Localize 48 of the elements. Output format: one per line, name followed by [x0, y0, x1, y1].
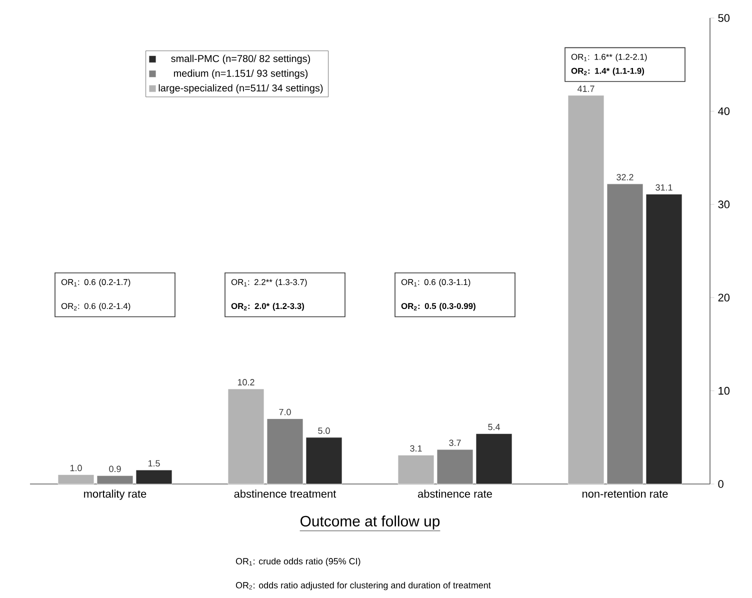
bar [136, 470, 172, 484]
legend-label: large-specialized (n=511/ 34 settings) [158, 84, 323, 94]
bar [646, 194, 682, 484]
y-tick-label: 20 [718, 294, 730, 302]
data-label: 41.7 [577, 86, 594, 92]
annotation: OR$_{1}$: 0.6 (0.2-1.7) [61, 278, 130, 287]
bar [96, 475, 134, 484]
data-label: 1.5 [148, 460, 160, 467]
y-tick-label: 30 [718, 200, 730, 208]
bar [606, 184, 644, 484]
bar [398, 454, 434, 484]
x-tick-label: abstinence rate [418, 490, 492, 498]
text: OR$_{2}$: 1.4* (1.1-1.9) [571, 68, 644, 76]
legend-label: medium (n=1.151/ 93 settings) [174, 70, 308, 79]
x-tick-label: mortality rate [84, 490, 146, 500]
data-label: 5.0 [318, 428, 330, 434]
text: OR$_{1}$: crude odds ratio (95% CI) [236, 558, 360, 566]
annotation: OR$_{2}$: 0.6 (0.2-1.4) [61, 302, 130, 311]
bar [436, 449, 474, 484]
text: OR$_{2}$: 2.0* (1.2-3.3) [231, 302, 304, 311]
bar [266, 418, 304, 484]
bar [58, 474, 94, 484]
x-axis-title: Outcome at follow up [300, 516, 440, 530]
data-label: 32.2 [616, 174, 634, 180]
x-tick-label: abstinence treatment [234, 490, 336, 498]
bar [228, 388, 264, 484]
annotation: OR$_{1}$: 0.6 (0.3-1.1) [401, 278, 470, 287]
text: OR$_{2}$: 0.5 (0.3-0.99) [401, 302, 476, 311]
data-label: 7.0 [279, 408, 291, 416]
annotation: OR$_{1}$: 1.6** (1.2-2.1) [571, 54, 647, 62]
y-tick-label: 0 [718, 480, 724, 488]
x-tick-label: non-retention rate [582, 490, 668, 498]
y-tick-label: 50 [718, 14, 730, 22]
data-label: 0.9 [109, 466, 121, 472]
data-label: 1.0 [70, 464, 82, 472]
y-tick-label: 40 [718, 107, 730, 116]
annotation: OR$_{1}$: 2.2** (1.3-3.7) [231, 278, 307, 287]
bar [568, 95, 604, 484]
data-label: 31.1 [656, 184, 672, 191]
data-label: 10.2 [238, 379, 254, 386]
text: OR$_{2}$: odds ratio adjusted for clustering and duration of treatment [236, 582, 491, 590]
y-tick-label: 10 [718, 386, 730, 395]
legend-label: small-PMC (n=780/ 82 settings) [171, 54, 310, 64]
data-label: 3.1 [410, 445, 422, 452]
bar [306, 437, 342, 484]
data-label: 3.7 [449, 440, 461, 446]
data-label: 5.4 [488, 424, 500, 430]
bar [476, 433, 512, 484]
